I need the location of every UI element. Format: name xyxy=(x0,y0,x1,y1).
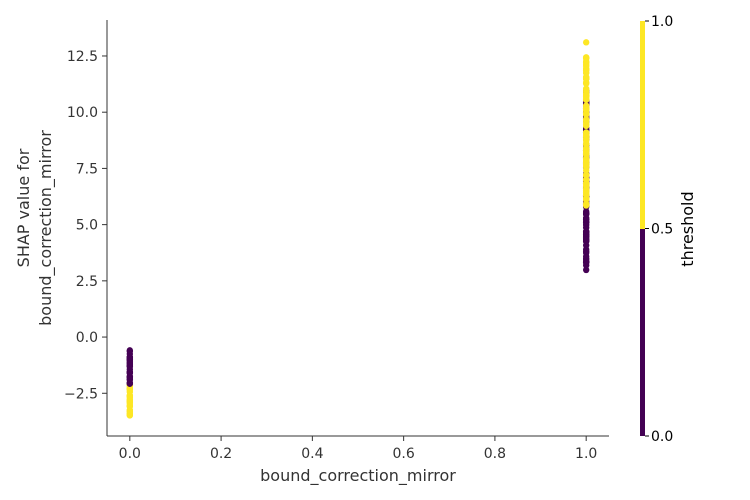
y-axis-title-line-2: bound_correction_mirror xyxy=(36,130,56,326)
x-ticks: 0.0 0.2 0.4 0.6 0.8 1.0 xyxy=(119,436,597,462)
scatter-point xyxy=(582,117,590,124)
scatter-point xyxy=(126,347,134,354)
y-tick-label: −2.5 xyxy=(64,386,98,402)
y-axis-title-line-1: SHAP value for xyxy=(14,148,33,267)
scatter-point xyxy=(582,266,590,274)
x-tick-label: 0.6 xyxy=(393,446,415,462)
colorbar-tick-label: 0.0 xyxy=(651,429,673,445)
colorbar-title: threshold xyxy=(678,191,697,266)
y-tick-label: 12.5 xyxy=(67,49,98,65)
scatter-point xyxy=(582,55,590,62)
scatter-point xyxy=(582,132,590,139)
scatter-point xyxy=(582,156,590,163)
y-ticks: −2.5 0.0 2.5 5.0 7.5 10.0 12.5 xyxy=(64,49,107,402)
x-tick-label: 0.0 xyxy=(119,446,141,462)
scatter-point xyxy=(582,105,590,113)
scatter-point xyxy=(582,172,590,179)
scatter-point xyxy=(582,216,590,223)
scatter-point xyxy=(582,39,590,46)
y-tick-label: 10.0 xyxy=(67,105,98,121)
y-tick-label: 2.5 xyxy=(76,274,98,290)
scatter-point xyxy=(582,228,590,235)
x-axis-title: bound_correction_mirror xyxy=(260,466,456,486)
scatter-point xyxy=(582,211,590,218)
scatter-point xyxy=(582,149,590,156)
x-tick-label: 0.4 xyxy=(301,446,323,462)
colorbar: 0.0 0.5 1.0 threshold xyxy=(640,14,697,445)
colorbar-tick-label: 0.5 xyxy=(651,222,673,238)
scatter-point xyxy=(582,75,590,83)
scatter-point xyxy=(582,201,590,209)
colorbar-ticks: 0.0 0.5 1.0 xyxy=(645,14,673,445)
scatter-point xyxy=(582,86,590,94)
colorbar-low-segment xyxy=(640,229,645,436)
scatter-point xyxy=(582,62,590,70)
y-tick-label: 5.0 xyxy=(76,218,98,234)
colorbar-high-segment xyxy=(640,21,645,229)
scatter-point xyxy=(582,182,590,190)
y-tick-label: 0.0 xyxy=(76,330,98,346)
x-tick-label: 0.2 xyxy=(210,446,232,462)
scatter-point xyxy=(582,95,590,102)
points-layer xyxy=(126,39,590,419)
x-tick-label: 0.8 xyxy=(484,446,506,462)
y-tick-label: 7.5 xyxy=(76,161,98,177)
scatter-point xyxy=(582,236,590,243)
colorbar-tick-label: 1.0 xyxy=(651,14,673,30)
scatter-point xyxy=(582,253,590,260)
scatter-point xyxy=(582,258,590,266)
x-tick-label: 1.0 xyxy=(575,446,597,462)
scatter-point xyxy=(582,80,590,87)
scatter-point xyxy=(582,248,590,255)
scatter-point xyxy=(126,408,134,415)
scatter-point xyxy=(582,187,590,194)
